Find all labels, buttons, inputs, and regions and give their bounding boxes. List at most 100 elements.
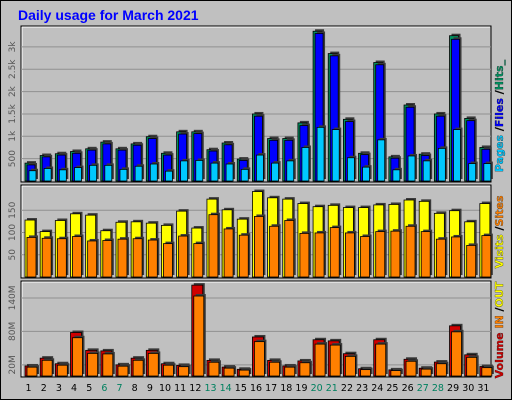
bar-pages xyxy=(89,164,98,182)
bar-volume-in xyxy=(451,331,462,377)
legend-part: / xyxy=(493,89,506,98)
bar-pages xyxy=(58,169,67,182)
bar-sites xyxy=(72,236,82,278)
bar-sites xyxy=(420,231,431,278)
bar-sites xyxy=(390,230,401,278)
bar-sites xyxy=(178,235,189,278)
x-tick-label: 16 xyxy=(250,383,262,394)
legend-part: Visits xyxy=(493,234,506,269)
legend-part: / xyxy=(493,126,506,135)
y-tick-label: 100 xyxy=(8,224,18,241)
bar-sites xyxy=(269,225,279,278)
x-tick-label: 18 xyxy=(280,383,292,394)
bar-sites xyxy=(254,216,264,278)
x-tick-label: 1 xyxy=(26,383,32,394)
bar-volume-in xyxy=(435,363,447,377)
bar-pages xyxy=(301,147,310,182)
bar-pages xyxy=(362,166,370,182)
x-tick-label: 27 xyxy=(417,383,429,394)
bar-sites xyxy=(87,240,98,278)
x-tick-label: 14 xyxy=(220,383,232,394)
bar-volume-in xyxy=(72,337,83,377)
bar-pages xyxy=(256,154,264,182)
y-tick-label: 2.5k xyxy=(8,59,18,79)
bar-sites xyxy=(208,214,219,278)
bar-sites xyxy=(147,239,158,278)
bar-volume-in xyxy=(269,361,280,377)
bar-sites xyxy=(314,232,325,278)
bar-pages xyxy=(28,170,37,182)
x-tick-label: 17 xyxy=(265,383,277,394)
bar-pages xyxy=(392,169,401,182)
legend-part: Hits_ xyxy=(493,59,506,90)
y-tick-label: 3k xyxy=(8,41,18,53)
legend-part: / xyxy=(493,225,506,234)
bar-volume-in xyxy=(87,353,99,377)
bar-sites xyxy=(102,240,113,278)
bar-volume-in xyxy=(314,343,326,377)
bar-volume-in xyxy=(360,369,371,377)
bar-pages xyxy=(74,167,82,182)
bar-pages xyxy=(453,129,461,182)
bar-volume-in xyxy=(254,341,265,377)
x-tick-label: 9 xyxy=(147,383,153,394)
x-tick-label: 12 xyxy=(189,383,201,394)
bar-volume-in xyxy=(178,366,190,377)
bar-pages xyxy=(210,162,219,182)
bar-volume-in xyxy=(26,366,38,377)
bar-pages xyxy=(331,129,340,182)
x-tick-label: 21 xyxy=(326,383,338,394)
legend-part: Volume xyxy=(493,332,506,378)
bar-sites xyxy=(26,236,37,278)
bar-sites xyxy=(329,227,340,278)
x-tick-label: 29 xyxy=(447,383,459,394)
bar-volume-in xyxy=(375,343,387,377)
bar-pages xyxy=(240,168,249,182)
bar-pages xyxy=(104,164,113,182)
chart-title: Daily usage for March 2021 xyxy=(18,7,199,23)
bar-pages xyxy=(437,147,446,182)
y-tick-label: 140M xyxy=(8,285,18,310)
bar-pages xyxy=(134,165,143,182)
x-tick-label: 13 xyxy=(204,383,216,394)
bar-pages xyxy=(165,170,173,182)
bar-sites xyxy=(193,243,204,278)
bar-pages xyxy=(271,162,279,182)
legend-part: OUT xyxy=(493,281,506,307)
bar-pages xyxy=(346,157,355,182)
x-tick-label: 10 xyxy=(159,383,171,394)
bar-volume-in xyxy=(299,362,311,377)
legend-part: / xyxy=(493,306,506,311)
bar-pages xyxy=(286,160,295,182)
x-tick-label: 20 xyxy=(311,383,323,394)
x-tick-label: 5 xyxy=(86,383,92,394)
bar-volume-in xyxy=(238,369,250,377)
y-tick-label: 1.5k xyxy=(8,103,18,123)
y-tick-label: 150 xyxy=(8,201,18,218)
x-tick-label: 25 xyxy=(386,383,398,394)
bar-sites xyxy=(238,234,249,278)
legend-part: Files xyxy=(493,98,506,128)
bar-volume-in xyxy=(284,366,296,377)
bar-sites xyxy=(41,237,52,278)
bar-pages xyxy=(195,160,204,182)
bar-volume-in xyxy=(41,359,53,377)
y-tick-label: 80M xyxy=(8,322,18,341)
bar-sites xyxy=(466,245,477,278)
bar-pages xyxy=(225,163,234,182)
bar-volume-in xyxy=(420,368,432,377)
bar-pages xyxy=(316,126,325,182)
x-tick-label: 6 xyxy=(101,383,107,394)
bar-sites xyxy=(299,232,310,278)
bar-volume-in xyxy=(405,360,417,377)
x-tick-label: 11 xyxy=(174,383,186,394)
bar-sites xyxy=(344,232,355,278)
x-tick-label: 23 xyxy=(356,383,368,394)
bar-sites xyxy=(132,238,143,278)
bar-volume-in xyxy=(147,353,159,377)
x-tick-label: 26 xyxy=(402,383,414,394)
bar-pages xyxy=(119,168,128,182)
y-tick-label: 50 xyxy=(8,249,18,261)
x-tick-label: 31 xyxy=(477,383,489,394)
